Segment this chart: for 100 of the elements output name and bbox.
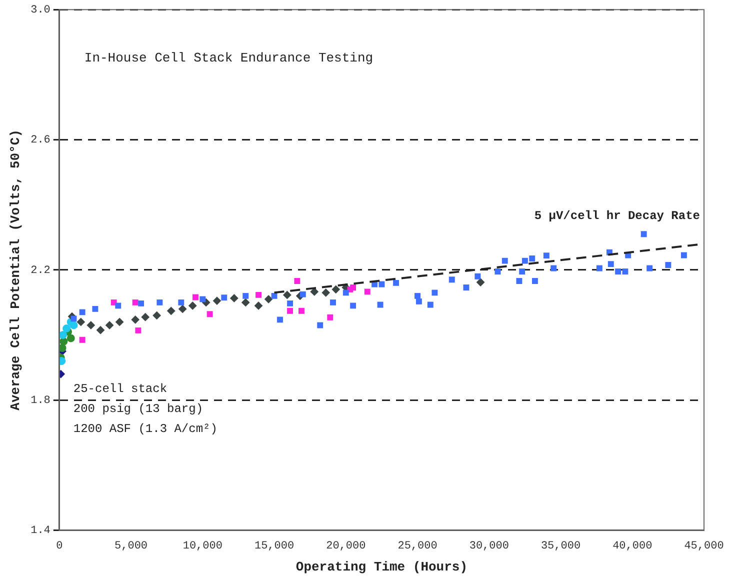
point [342,290,349,296]
point [665,262,672,268]
point [70,316,77,322]
point [502,258,508,264]
point [550,265,557,272]
point [322,288,330,297]
x-tick-label: 35,000 [540,540,581,553]
point [378,281,385,288]
point [474,273,481,280]
x-tick-label: 0 [56,540,63,553]
point [476,278,485,286]
point [92,306,98,312]
point [300,291,306,298]
point [256,292,262,298]
point [640,231,647,238]
point [516,278,522,284]
point [330,299,336,306]
text: In-House Cell Stack Endurance Testing [84,50,374,66]
point [206,311,213,318]
point [494,268,501,274]
point [287,308,293,314]
point [317,322,324,328]
point [152,311,161,320]
x-tick-label: 20,000 [326,540,366,553]
point [212,296,221,305]
point [463,284,470,290]
point [138,300,144,306]
point [519,268,526,274]
point [287,300,293,306]
point [62,324,71,332]
point [364,288,370,295]
point [622,268,628,274]
point [298,308,304,314]
point [79,309,86,316]
point [615,268,622,274]
point [646,265,653,272]
y-tick-label: 2.2 [30,264,50,277]
point [529,256,536,262]
point [608,261,614,268]
point [264,295,273,304]
annotation: 200 psig (13 barg) [73,402,204,416]
point [680,252,687,258]
point [116,318,124,326]
annotation: 1200 ASF (1.3 A/cm²) [73,422,218,436]
point [414,292,420,299]
point [156,299,163,306]
x-axis-title: Operating Time (Hours) [296,559,468,574]
point [230,294,238,302]
point [188,302,197,310]
point [178,299,184,306]
point [377,302,384,308]
point [79,336,86,343]
point [200,296,206,302]
point [76,318,85,326]
x-tick-label: 45,000 [684,540,724,553]
point [178,304,187,313]
point [532,278,538,284]
annotation: 25-cell stack [73,382,168,396]
point [277,316,283,323]
point [432,290,438,296]
x-tick-label: 40,000 [612,540,652,553]
point [543,252,550,259]
y-tick-label: 2.6 [30,134,50,147]
point [393,280,399,286]
point [106,321,114,330]
series-label: 5 µV/cell hr Decay Rate [534,208,700,223]
point [167,306,176,315]
point [350,302,356,309]
point [416,298,422,304]
y-axis-title: Average Cell Potential (Volts, 50°C) [8,129,24,410]
point [70,321,78,330]
point [596,265,602,272]
point [350,284,356,290]
point [192,294,198,300]
x-tick-label: 5,000 [114,540,148,553]
point [59,330,67,339]
point [242,298,250,306]
point [132,299,138,306]
point [60,337,68,346]
point [59,370,65,378]
x-tick-label: 15,000 [254,540,294,553]
point [283,290,292,299]
point [327,314,334,320]
y-tick-label: 1.8 [30,394,50,407]
point [310,288,318,296]
point [332,285,340,294]
point [131,316,140,324]
point [96,326,105,334]
y-tick-label: 3.0 [30,4,50,17]
point [135,327,142,334]
point [59,357,66,366]
x-tick-label: 30,000 [469,540,509,553]
x-tick-label: 25,000 [398,540,438,553]
x-tick-label: 10,000 [182,540,222,553]
point [294,278,300,284]
point [271,292,278,299]
point [221,294,228,301]
point [522,258,528,264]
point [115,302,122,309]
point [427,302,434,308]
